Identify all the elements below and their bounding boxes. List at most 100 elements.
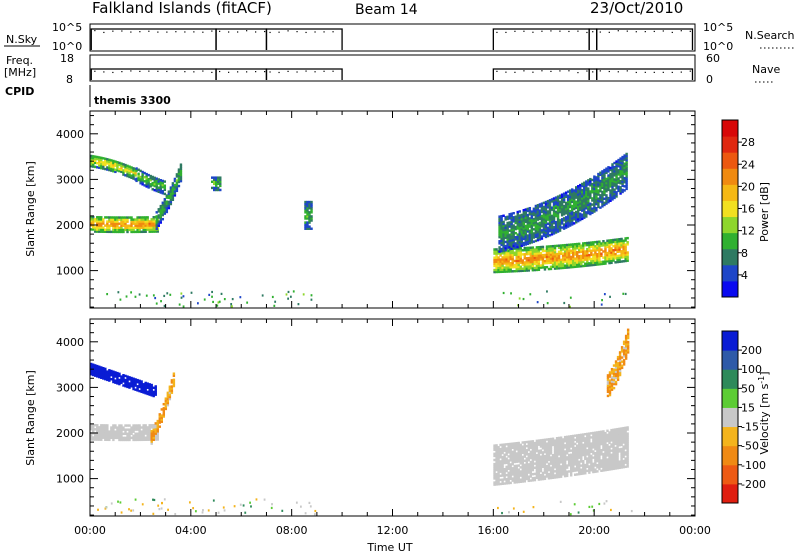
data-cell: [156, 423, 159, 427]
data-cell: [582, 470, 585, 473]
data-cell: [110, 216, 113, 219]
data-cell: [529, 254, 533, 258]
data-cell: [554, 206, 558, 210]
data-cell: [562, 227, 566, 230]
data-cell: [580, 246, 583, 249]
data-cell: [582, 254, 585, 257]
data-cell: [152, 294, 155, 297]
data-cell: [313, 513, 316, 516]
data-cell: [620, 350, 624, 353]
y-tick-label: 1000: [56, 265, 84, 278]
data-cell: [172, 374, 176, 377]
data-cell: [614, 261, 617, 264]
data-cell: [118, 161, 121, 165]
data-cell: [543, 477, 547, 481]
data-cell: [588, 255, 591, 259]
data-cell: [122, 432, 125, 435]
data-cell: [502, 224, 505, 228]
data-cell: [155, 187, 158, 191]
data-cell: [564, 203, 568, 207]
data-cell: [592, 431, 595, 435]
data-cell: [588, 245, 591, 249]
data-cell: [535, 445, 539, 449]
data-cell: [495, 477, 498, 480]
data-cell: [499, 268, 502, 272]
data-cell: [626, 351, 630, 354]
data-cell: [118, 163, 121, 167]
data-cell: [98, 164, 101, 167]
data-cell: [507, 255, 510, 259]
data-cell: [583, 202, 586, 205]
data-cell: [508, 223, 511, 226]
data-cell: [304, 215, 307, 218]
data-cell: [535, 476, 539, 479]
data-cell: [512, 228, 515, 231]
data-cell: [540, 204, 544, 207]
data-cell: [501, 260, 504, 263]
data-cell: [553, 474, 557, 477]
data-cell: [500, 241, 503, 245]
data-cell: [217, 178, 220, 181]
data-cell: [96, 228, 99, 231]
data-cell: [586, 457, 589, 460]
data-cell: [614, 446, 617, 450]
data-cell: [552, 199, 556, 202]
data-cell: [142, 424, 145, 427]
data-cell: [528, 237, 532, 241]
data-cell: [558, 219, 562, 222]
data-cell: [497, 260, 500, 263]
data-cell: [106, 230, 109, 234]
data-cell: [539, 266, 543, 269]
data-cell: [599, 181, 602, 185]
data-cell: [600, 463, 603, 466]
data-cell: [612, 370, 616, 373]
data-cell: [167, 200, 171, 204]
data-cell: [102, 161, 105, 164]
nsky-frame: [89, 23, 696, 52]
data-cell: [581, 205, 584, 208]
data-cell: [304, 223, 307, 226]
data-cell: [563, 437, 567, 441]
data-cell: [541, 465, 545, 468]
data-cell: [124, 218, 127, 221]
data-cell: [498, 217, 501, 220]
data-cell: [560, 193, 564, 196]
data-cell: [134, 436, 137, 440]
data-cell: [603, 191, 606, 194]
data-cell: [134, 295, 137, 298]
data-cell: [584, 471, 587, 475]
data-cell: [618, 258, 621, 261]
data-cell: [493, 268, 496, 272]
data-cell: [570, 223, 574, 226]
data-cell: [134, 174, 137, 177]
data-cell: [530, 210, 534, 213]
data-cell: [502, 214, 505, 217]
data-cell: [100, 226, 103, 229]
data-cell: [517, 470, 520, 473]
data-cell: [550, 198, 554, 201]
data-cell: [624, 451, 627, 454]
trace-dot: [269, 31, 271, 34]
data-cell: [514, 219, 517, 223]
data-cell: [126, 432, 129, 435]
data-cell: [605, 198, 608, 201]
data-cell: [624, 428, 627, 432]
data-cell: [507, 451, 510, 454]
data-cell: [157, 186, 160, 189]
data-cell: [90, 154, 93, 158]
data-cell: [219, 180, 222, 183]
data-cell: [570, 196, 574, 200]
data-cell: [553, 451, 557, 455]
data-cell: [620, 250, 623, 253]
data-cell: [102, 424, 105, 427]
data-cell: [620, 451, 623, 455]
data-cell: [622, 437, 625, 440]
data-cell: [94, 220, 97, 223]
data-cell: [147, 182, 150, 185]
data-cell: [599, 206, 602, 209]
data-cell: [548, 219, 552, 223]
colorbar-tick-label: 28: [741, 136, 755, 149]
data-cell: [529, 462, 533, 466]
data-cell: [511, 446, 514, 450]
data-cell: [551, 476, 555, 479]
